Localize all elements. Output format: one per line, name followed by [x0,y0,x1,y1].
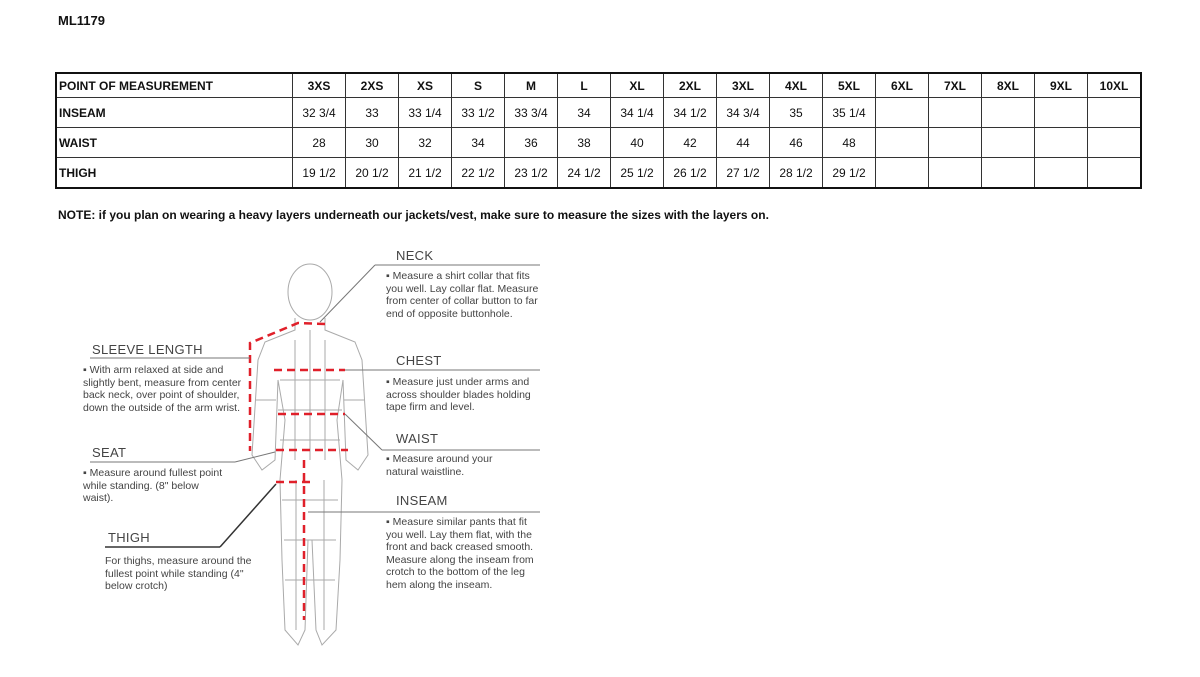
chest-text: ▪ Measure just under arms and across sho… [386,376,531,413]
neck-title: NECK [396,248,434,263]
table-cell: 33 1/2 [451,97,505,128]
figure-outline [251,263,369,646]
chest-title: CHEST [396,353,442,368]
table-cell [928,127,982,158]
table-cell [981,127,1035,158]
table-cell [1087,127,1142,158]
product-code: ML1179 [58,13,105,28]
header-label: POINT OF MEASUREMENT [55,72,293,98]
table-header-row: POINT OF MEASUREMENT 3XS 2XS XS S M L XL 2XL 3XL… [55,72,1142,98]
table-cell: 36 [504,127,558,158]
size-table: POINT OF MEASUREMENT 3XS 2XS XS S M L XL 2XL 3XL… [55,72,1142,189]
table-row: THIGH 19 1/2 20 1/2 21 1/2 22 1/2 23 1/2 24 1/… [55,157,1142,189]
table-cell: 34 3/4 [716,97,770,128]
row-label: WAIST [55,127,293,158]
thigh-text: For thighs, measure around the fullest p… [105,555,252,592]
table-cell: 32 3/4 [292,97,346,128]
row-label: INSEAM [55,97,293,128]
table-cell: 34 1/2 [663,97,717,128]
note-text: NOTE: if you plan on wearing a heavy lay… [58,208,769,222]
size-header: L [557,72,611,98]
leader-lines [90,264,540,548]
row-label: THIGH [55,157,293,189]
table-cell: 34 [451,127,505,158]
thigh-title: THIGH [108,530,150,545]
waist-title: WAIST [396,431,439,446]
table-cell: 28 [292,127,346,158]
sleeve-title: SLEEVE LENGTH [92,342,203,357]
seat-text: ▪ Measure around fullest point while sta… [83,467,223,504]
table-cell: 40 [610,127,664,158]
waist-text: ▪ Measure around your natural waistline. [386,453,493,478]
size-header: 10XL [1087,72,1142,98]
size-header: 5XL [822,72,876,98]
inseam-text: ▪ Measure similar pants that fit you wel… [386,516,534,591]
table-cell: 20 1/2 [345,157,399,189]
table-cell: 35 1/4 [822,97,876,128]
table-cell: 44 [716,127,770,158]
table-cell [1034,127,1088,158]
table-cell [1034,157,1088,189]
size-header: 6XL [875,72,929,98]
seat-title: SEAT [92,445,127,460]
neck-text: ▪ Measure a shirt collar that fits you w… [386,270,539,320]
table-cell: 48 [822,127,876,158]
table-cell: 25 1/2 [610,157,664,189]
size-header: 3XS [292,72,346,98]
table-cell: 38 [557,127,611,158]
table-cell [1087,157,1142,189]
inseam-title: INSEAM [396,493,448,508]
table-cell [875,157,929,189]
table-cell: 19 1/2 [292,157,346,189]
table-cell: 21 1/2 [398,157,452,189]
measure-lines [248,321,348,620]
size-header: 3XL [716,72,770,98]
table-cell: 28 1/2 [769,157,823,189]
table-row: WAIST 28 30 32 34 36 38 40 42 44 46 48 [55,127,1142,158]
size-header: 2XS [345,72,399,98]
table-cell [1034,97,1088,128]
sleeve-text: ▪ With arm relaxed at side and slightly … [83,364,242,414]
table-cell: 46 [769,127,823,158]
table-cell: 26 1/2 [663,157,717,189]
size-header: XL [610,72,664,98]
size-header: S [451,72,505,98]
table-cell: 42 [663,127,717,158]
table-cell: 30 [345,127,399,158]
table-cell: 24 1/2 [557,157,611,189]
sleeve-line [248,321,326,451]
